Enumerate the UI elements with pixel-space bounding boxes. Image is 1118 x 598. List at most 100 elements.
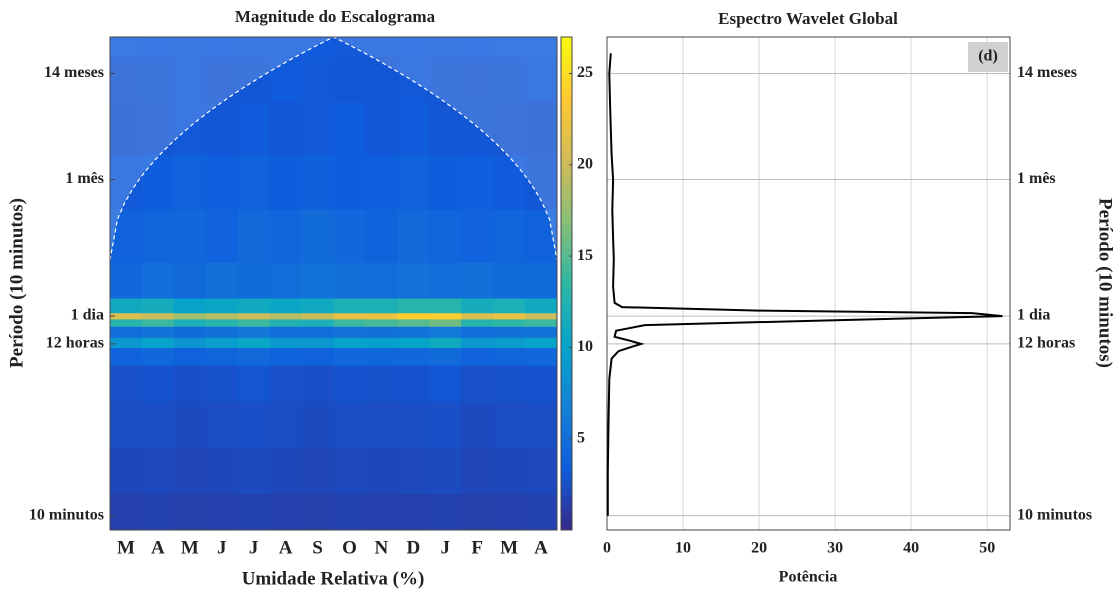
heatmap-cell	[429, 56, 462, 102]
heatmap-cell	[333, 56, 366, 102]
heatmap-cell	[333, 365, 366, 402]
y-tick-label: 12 horas	[46, 335, 104, 352]
heatmap-cell	[365, 365, 398, 402]
heatmap-cell	[173, 208, 207, 263]
heatmap-cell	[525, 37, 558, 58]
heatmap-cell	[397, 493, 430, 531]
heatmap-cell	[301, 101, 334, 155]
heatmap-cell	[237, 37, 271, 58]
heatmap-cell	[141, 447, 175, 495]
heatmap-cell	[205, 337, 239, 349]
x-tick-label: O	[342, 537, 357, 558]
heatmap-cell	[493, 347, 526, 366]
colorbar-step	[561, 318, 572, 324]
heatmap-cell	[301, 493, 334, 531]
heatmap-cell	[493, 154, 526, 210]
heatmap-cell	[365, 312, 398, 320]
heatmap-cell	[397, 347, 430, 366]
heatmap-cell	[205, 447, 239, 495]
x-tick-label: D	[406, 537, 420, 558]
colorbar-tick-label: 20	[577, 155, 593, 172]
heatmap-cell	[461, 208, 494, 263]
colorbar-step	[561, 248, 572, 255]
heatmap-cell	[429, 447, 462, 495]
colorbar-step	[561, 115, 572, 122]
heatmap-cell	[365, 101, 398, 155]
heatmap-cell	[525, 56, 558, 102]
heatmap-cell	[301, 154, 334, 210]
heatmap-cell	[110, 312, 143, 320]
heatmap-cell	[173, 262, 207, 299]
heatmap-cell	[397, 56, 430, 102]
heatmap-cell	[397, 312, 430, 320]
heatmap-cell	[110, 318, 143, 327]
heatmap-cell	[141, 56, 175, 102]
heatmap-cell	[110, 37, 143, 58]
colorbar-tick-label: 25	[577, 64, 593, 81]
colorbar-step	[561, 56, 572, 63]
heatmap-cell	[173, 326, 207, 338]
colorbar-step	[561, 135, 572, 142]
colorbar-step	[561, 303, 572, 309]
heatmap-cell	[141, 318, 175, 327]
heatmap-cell	[397, 326, 430, 338]
heatmap-cell	[397, 208, 430, 263]
colorbar-step	[561, 209, 572, 215]
heatmap-cell	[365, 154, 398, 210]
heatmap-cell	[205, 208, 239, 263]
heatmap-cell	[141, 326, 175, 338]
heatmap-cell	[237, 312, 271, 320]
heatmap-cell	[301, 401, 334, 448]
heatmap-cell	[269, 101, 303, 155]
colorbar-step	[561, 268, 572, 275]
coi-shade	[110, 37, 557, 260]
x-tick-label: 50	[979, 540, 995, 557]
colorbar-step	[561, 391, 572, 398]
heatmap-cell	[525, 401, 558, 448]
heatmap-cell	[173, 337, 207, 349]
colorbar-step	[561, 86, 572, 92]
heatmap-cell	[397, 447, 430, 495]
heatmap-cell	[333, 101, 366, 155]
heatmap-cell	[110, 154, 143, 210]
heatmap-cell	[269, 337, 303, 349]
heatmap-cell	[141, 37, 175, 58]
heatmap-cell	[365, 298, 398, 314]
heatmap-cell	[429, 347, 462, 366]
heatmap-cell	[141, 347, 175, 366]
heatmap-cell	[397, 262, 430, 299]
heatmap-cell	[205, 154, 239, 210]
heatmap-cell	[269, 56, 303, 102]
heatmap-cell	[237, 262, 271, 299]
heatmap-cell	[301, 56, 334, 102]
heatmap-cell	[365, 337, 398, 349]
heatmap-cell	[333, 318, 366, 327]
colorbar-step	[561, 91, 572, 97]
colorbar-step	[561, 110, 572, 117]
heatmap-cell	[173, 347, 207, 366]
colorbar-step	[561, 179, 572, 186]
colorbar-step	[561, 327, 572, 334]
colorbar-step	[561, 322, 572, 329]
heatmap-cell	[429, 312, 462, 320]
colorbar-step	[561, 298, 572, 304]
heatmap-cell	[110, 493, 143, 531]
heatmap-cell	[269, 318, 303, 327]
colorbar-step	[561, 239, 572, 245]
heatmap-cell	[429, 154, 462, 210]
colorbar-step	[561, 184, 572, 191]
colorbar-step	[561, 446, 572, 452]
annotation: (d)	[978, 48, 998, 65]
colorbar-step	[561, 406, 572, 413]
heatmap-cell	[301, 447, 334, 495]
heatmap-cell	[173, 493, 207, 531]
heatmap-cell	[110, 262, 143, 299]
heatmap-cell	[173, 298, 207, 314]
heatmap-cell	[301, 326, 334, 338]
colorbar-step	[561, 505, 572, 511]
x-tick-label: M	[117, 537, 135, 558]
colorbar-step	[561, 71, 572, 77]
heatmap-cell	[493, 337, 526, 349]
heatmap-cell	[429, 401, 462, 448]
